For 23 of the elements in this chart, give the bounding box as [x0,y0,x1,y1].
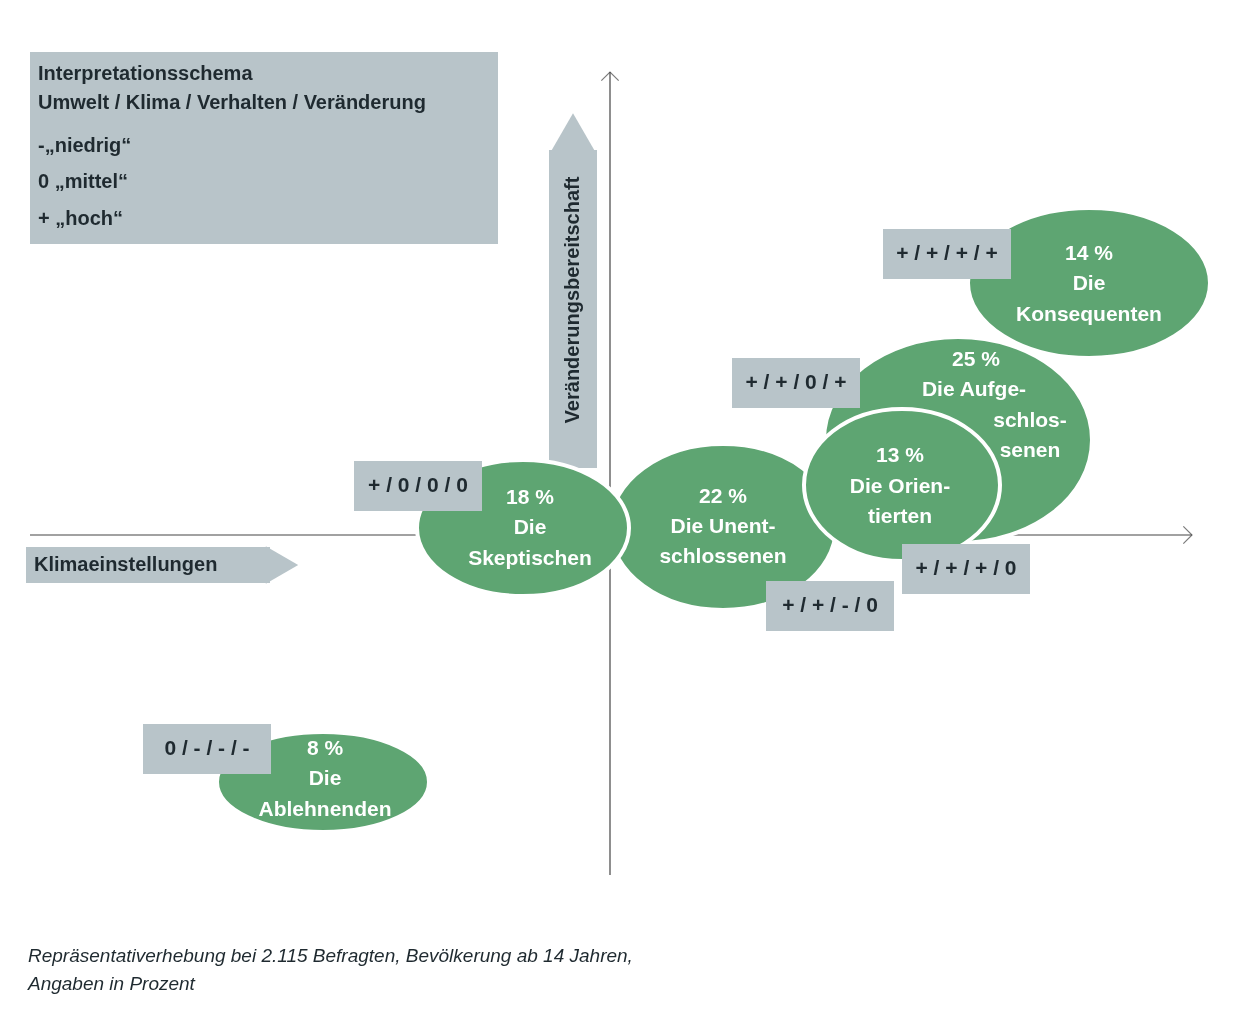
category-label: Die Skeptischen [468,515,592,569]
category-label: Die Unent- schlossenen [659,514,787,567]
data-label: 8 % [306,736,344,759]
text: -„niedrig“ [38,134,132,156]
text: + / 0 / 0 / 0 [368,473,468,496]
data-label: 18 % [506,485,555,508]
text: Klimaeinstellungen [34,553,218,575]
category-label: Die Ablehnenden [258,766,392,820]
data-label: 14 % [1065,241,1114,264]
text: Repräsentativerhebung bei 2.115 Befragten, Bevölkerung ab 14 Jahren, Angaben in Prozent [27,945,633,994]
text: + / + / - / 0 [782,593,878,616]
data-label: 22 % [699,484,748,507]
text: + / + / + / + [896,241,998,264]
category-label: Die Orien- tierten [849,474,951,527]
data-label: 25 % [952,347,1001,370]
text: + / + / + / 0 [915,556,1017,579]
text: + „hoch“ [38,207,124,229]
text: 0 „mittel“ [38,170,129,192]
text: 0 / - / - / - [164,736,250,759]
text: Veränderungsbereitschaft [561,176,583,424]
text: + / + / 0 / + [745,370,847,393]
text: Interpretationsschema Umwelt / Klima / Verhalten / Veränderung [38,62,426,113]
category-label: Die Konsequenten [1016,271,1162,325]
